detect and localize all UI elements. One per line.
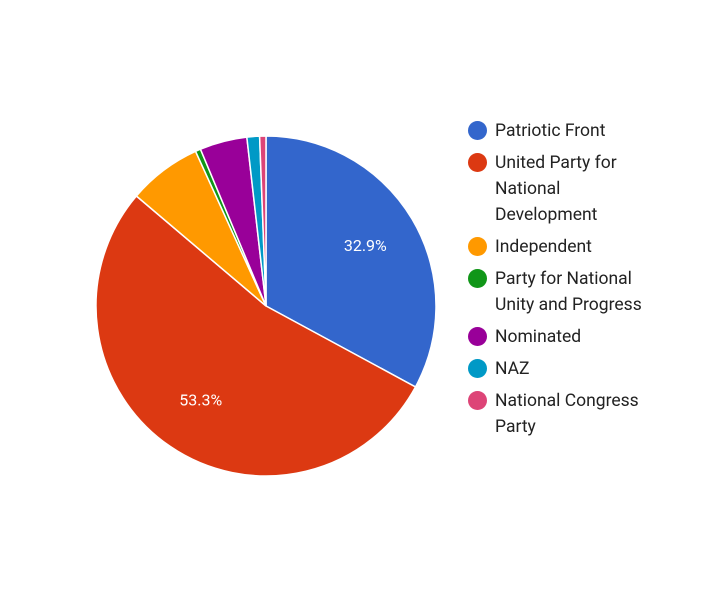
legend-label: Nominated [495, 327, 582, 347]
legend-item: United Party for National Development [468, 150, 668, 228]
legend-swatch [468, 153, 487, 172]
legend-item: National Congress Party [468, 388, 668, 440]
legend-swatch [468, 327, 487, 346]
legend-label: NAZ [495, 359, 530, 379]
legend-label: Party for National Unity and Progress [495, 269, 642, 315]
legend-swatch [468, 391, 487, 410]
legend-label: Patriotic Front [495, 121, 606, 141]
value-label: 32.9% [344, 236, 387, 255]
legend: Patriotic Front United Party for National… [468, 118, 668, 446]
legend-item: Party for National Unity and Progress [468, 266, 668, 318]
legend-label: United Party for National Development [495, 153, 617, 225]
legend-label: National Congress Party [495, 391, 639, 437]
legend-item: Nominated [468, 324, 668, 350]
pie-slice [258, 135, 267, 307]
legend-item: NAZ [468, 356, 668, 382]
legend-swatch [468, 237, 487, 256]
pie-slice [265, 135, 437, 388]
legend-label: Independent [495, 237, 592, 257]
legend-swatch [468, 121, 487, 140]
legend-swatch [468, 359, 487, 378]
legend-item: Patriotic Front [468, 118, 668, 144]
legend-item: Independent [468, 234, 668, 260]
value-label: 53.3% [179, 391, 222, 410]
legend-swatch [468, 269, 487, 288]
pie-slice [95, 194, 417, 477]
